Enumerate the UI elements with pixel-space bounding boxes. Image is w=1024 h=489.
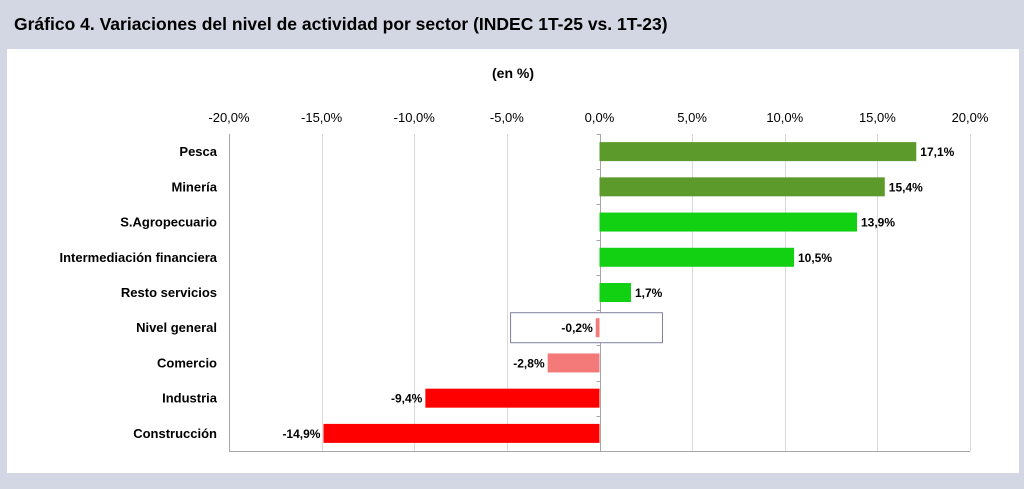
value-label: 1,7% (635, 286, 663, 300)
value-label: -2,8% (513, 356, 545, 370)
category-label: Comercio (157, 355, 217, 370)
bar (425, 388, 600, 408)
value-labels: 17,1% 15,4% 13,9% 10,5% 1,7% -0,2% -2,8% -9,4% -… (282, 145, 954, 441)
x-tick-label: 5,0% (677, 110, 707, 125)
bar (599, 177, 885, 197)
x-tick-label: 20,0% (952, 110, 989, 125)
chart-title: Gráfico 4. Variaciones del nivel de acti… (14, 14, 668, 34)
category-label: Minería (171, 179, 217, 194)
x-tick-label: -15,0% (301, 110, 343, 125)
chart-subtitle: (en %) (492, 65, 534, 81)
x-tick-label: 10,0% (766, 110, 803, 125)
x-tick-label: -20,0% (208, 110, 250, 125)
category-label: Resto servicios (121, 285, 217, 300)
x-tick-label: 15,0% (859, 110, 896, 125)
bar (595, 318, 600, 338)
value-label: -14,9% (282, 427, 320, 441)
value-label: 13,9% (861, 216, 895, 230)
value-label: 15,4% (889, 180, 923, 194)
x-tick-label: 0,0% (585, 110, 615, 125)
bar (599, 283, 631, 302)
category-label: Nivel general (136, 320, 217, 335)
bar (599, 142, 917, 162)
bar-chart: -20,0% -15,0% -10,0% -5,0% 0,0% 5,0% 10,0% 15,0… (60, 110, 989, 452)
value-label: -0,2% (561, 321, 593, 335)
value-label: 17,1% (920, 145, 954, 159)
bar (323, 423, 600, 443)
category-label: Intermediación financiera (60, 250, 218, 265)
value-label: -9,4% (391, 392, 423, 406)
category-labels: Pesca Minería S.Agropecuario Intermediación… (60, 144, 218, 441)
bar (599, 247, 795, 267)
highlight-box (510, 312, 663, 344)
value-label: 10,5% (798, 251, 832, 265)
bars (323, 142, 917, 443)
bar (599, 212, 857, 232)
category-label: Pesca (179, 144, 217, 159)
x-tick-label: -10,0% (394, 110, 436, 125)
bar (547, 353, 600, 373)
chart-panel: (en %) -20,0% -15,0% -10,0% -5,0% 0,0% 5,0% 10… (7, 49, 1019, 473)
category-label: Construcción (133, 426, 217, 441)
x-tick-label: -5,0% (490, 110, 524, 125)
category-label: S.Agropecuario (120, 215, 217, 230)
category-label: Industria (162, 391, 218, 406)
x-axis-ticks: -20,0% -15,0% -10,0% -5,0% 0,0% 5,0% 10,0% 15,0… (208, 110, 988, 125)
